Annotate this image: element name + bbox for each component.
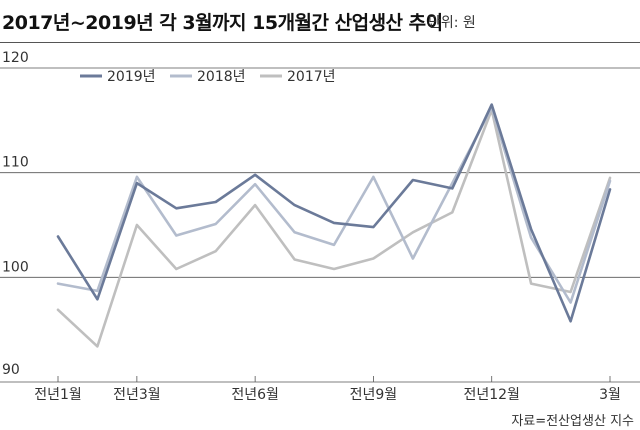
x-tick-label-3: 전년3월	[113, 387, 161, 403]
title-bar: 2017년~2019년 각 3월까지 15개월간 산업생산 추이 단위: 원	[0, 0, 640, 46]
y-tick-label-110: 110	[2, 155, 29, 171]
x-tick-label-6: 전년6월	[231, 387, 279, 403]
chart-title: 2017년~2019년 각 3월까지 15개월간 산업생산 추이	[2, 12, 443, 34]
legend-label-2019년: 2019년	[107, 69, 156, 85]
legend-label-2017년: 2017년	[287, 69, 336, 85]
y-tick-label-120: 120	[2, 50, 29, 66]
source-note: 자료=전산업생산 지수	[511, 414, 634, 429]
title-divider	[0, 42, 640, 43]
series-line-2017년	[56, 108, 612, 348]
series-line-2019년	[56, 103, 612, 323]
y-tick-label-90: 90	[2, 362, 20, 378]
series-line-2018년	[56, 106, 612, 304]
y-tick-label-100: 100	[2, 259, 29, 275]
unit-label: 단위: 원	[428, 15, 476, 31]
x-tick-label-9: 전년9월	[350, 387, 398, 403]
x-tick-label-1: 전년1월	[34, 387, 82, 403]
x-tick-label-15: 3월	[599, 387, 621, 403]
x-tick-label-12: 전년12월	[463, 387, 519, 403]
legend-label-2018년: 2018년	[197, 69, 246, 85]
